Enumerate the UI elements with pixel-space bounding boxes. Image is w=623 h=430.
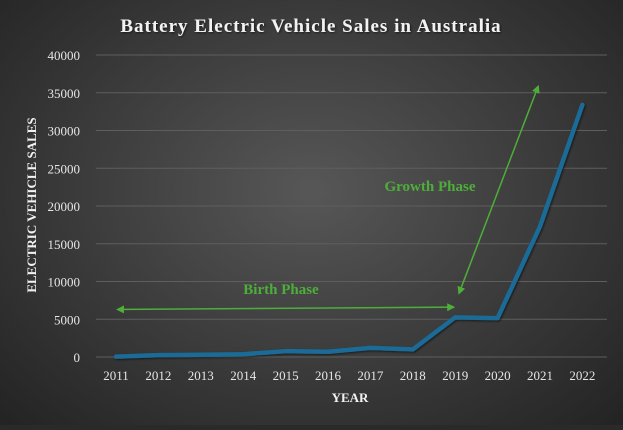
x-tick-label: 2012 bbox=[145, 368, 171, 383]
y-tick-label: 5000 bbox=[54, 312, 80, 327]
x-tick-label: 2021 bbox=[527, 368, 553, 383]
annotation-label: Birth Phase bbox=[243, 282, 319, 298]
y-tick-label: 30000 bbox=[48, 124, 81, 139]
y-tick-label: 10000 bbox=[48, 275, 81, 290]
y-axis-label: ELECTRIC VEHICLE SALES bbox=[24, 117, 39, 292]
chart-title: Battery Electric Vehicle Sales in Austra… bbox=[120, 16, 501, 37]
annotation-arrow bbox=[118, 307, 453, 309]
x-tick-label: 2016 bbox=[315, 368, 342, 383]
y-tick-label: 40000 bbox=[48, 48, 81, 63]
x-axis-label: YEAR bbox=[332, 390, 369, 405]
x-tick-label: 2020 bbox=[485, 368, 511, 383]
x-tick-label: 2022 bbox=[569, 368, 595, 383]
x-tick-label: 2018 bbox=[400, 368, 426, 383]
y-tick-label: 35000 bbox=[48, 86, 81, 101]
x-tick-label: 2019 bbox=[442, 368, 468, 383]
x-tick-label: 2014 bbox=[230, 368, 257, 383]
x-tick-label: 2017 bbox=[357, 368, 384, 383]
y-tick-label: 20000 bbox=[48, 199, 81, 214]
y-tick-label: 0 bbox=[74, 350, 81, 365]
y-tick-label: 25000 bbox=[48, 161, 81, 176]
x-tick-label: 2015 bbox=[273, 368, 299, 383]
x-tick-label: 2011 bbox=[103, 368, 129, 383]
annotation-label: Growth Phase bbox=[385, 179, 476, 195]
y-tick-label: 15000 bbox=[48, 237, 81, 252]
x-tick-label: 2013 bbox=[188, 368, 214, 383]
